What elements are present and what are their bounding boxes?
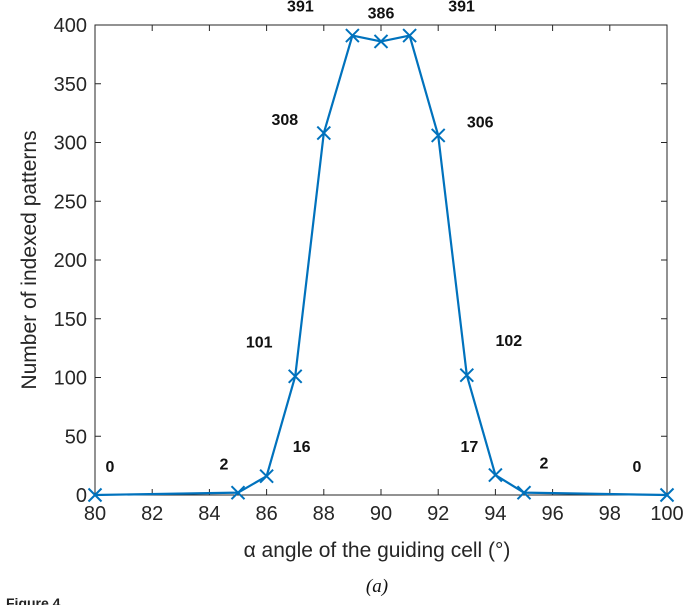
- data-label: 306: [467, 114, 494, 131]
- data-point-marker: [430, 128, 446, 143]
- x-tick-label: 96: [541, 503, 563, 525]
- data-label: 2: [540, 456, 549, 473]
- data-label: 2: [220, 457, 229, 474]
- x-tick-label: 88: [313, 503, 335, 525]
- data-point-marker: [459, 367, 475, 383]
- data-point-marker: [402, 28, 417, 43]
- data-point-marker: [87, 487, 103, 503]
- x-tick-label: 94: [484, 503, 506, 525]
- x-tick-label: 86: [255, 503, 277, 525]
- y-tick-label: 200: [54, 250, 87, 272]
- data-point-marker: [516, 485, 532, 500]
- point-labels: 0 2 16 101 308 391 386 391 306 102 17 2 0: [106, 0, 642, 476]
- data-label: 391: [448, 0, 475, 16]
- y-axis-label: Number of indexed patterns: [18, 130, 41, 389]
- data-label: 0: [633, 459, 642, 476]
- y-tick-label: 100: [54, 368, 87, 390]
- figure-footer-label: Figure 4: [6, 595, 61, 605]
- data-label: 386: [368, 5, 395, 22]
- x-tick-label: 100: [650, 503, 683, 525]
- y-tick-label: 350: [54, 74, 87, 96]
- y-tick-label: 150: [54, 309, 87, 331]
- x-tick-label: 90: [370, 503, 392, 525]
- data-label: 16: [293, 439, 311, 456]
- data-label: 308: [271, 112, 298, 129]
- data-label: 0: [106, 459, 115, 476]
- data-label: 101: [246, 334, 273, 351]
- plot-frame: [94, 24, 668, 496]
- y-tick-label: 300: [54, 133, 87, 155]
- x-tick-label: 84: [198, 503, 220, 525]
- data-point-marker: [488, 467, 503, 483]
- data-point-marker: [373, 34, 389, 49]
- x-tick-label: 92: [427, 503, 449, 525]
- tick-labels: 80 82 84 86 88 90 92 94 96 98 10005010015020025030…: [54, 15, 684, 525]
- markers: [87, 28, 675, 503]
- data-point-marker: [259, 468, 274, 484]
- figure-caption: (a): [366, 576, 388, 597]
- x-axis-label: α angle of the guiding cell (°): [244, 539, 511, 562]
- data-point-marker: [345, 28, 360, 43]
- data-label: 102: [495, 333, 522, 350]
- data-point-marker: [230, 485, 246, 500]
- series-line: [94, 34, 668, 497]
- y-tick-label: 0: [76, 485, 87, 507]
- y-tick-label: 50: [65, 426, 87, 448]
- x-tick-label: 98: [599, 503, 621, 525]
- x-tick-label: 82: [141, 503, 163, 525]
- data-point-marker: [287, 369, 303, 384]
- tick-marks: [94, 24, 668, 496]
- data-point-marker: [316, 125, 332, 141]
- y-tick-label: 400: [54, 15, 87, 37]
- x-tick-label: 80: [84, 503, 106, 525]
- y-tick-label: 250: [54, 191, 87, 213]
- data-label: 17: [461, 439, 479, 456]
- data-label: 391: [287, 0, 314, 16]
- data-point-marker: [659, 487, 675, 503]
